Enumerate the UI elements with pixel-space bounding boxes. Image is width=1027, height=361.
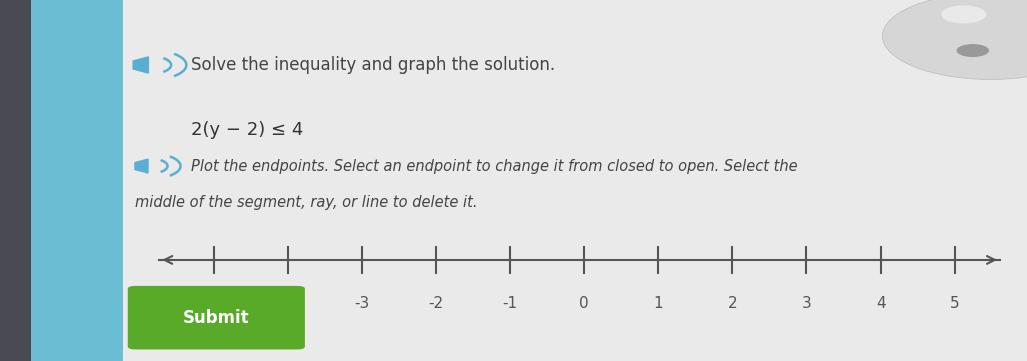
- Text: -3: -3: [354, 296, 370, 311]
- Text: 1: 1: [653, 296, 663, 311]
- Text: Solve the inequality and graph the solution.: Solve the inequality and graph the solut…: [191, 56, 556, 74]
- Polygon shape: [134, 57, 148, 73]
- Text: 2(y − 2) ≤ 4: 2(y − 2) ≤ 4: [191, 121, 303, 139]
- Text: -5: -5: [206, 296, 221, 311]
- Text: -2: -2: [428, 296, 444, 311]
- Text: middle of the segment, ray, or line to delete it.: middle of the segment, ray, or line to d…: [135, 195, 478, 210]
- Circle shape: [941, 5, 986, 23]
- FancyBboxPatch shape: [127, 286, 305, 349]
- Text: -4: -4: [280, 296, 296, 311]
- Circle shape: [882, 0, 1027, 79]
- Text: Plot the endpoints. Select an endpoint to change it from closed to open. Select : Plot the endpoints. Select an endpoint t…: [191, 158, 798, 174]
- Text: 0: 0: [579, 296, 588, 311]
- Text: 2: 2: [727, 296, 737, 311]
- Polygon shape: [135, 159, 148, 173]
- Text: 3: 3: [802, 296, 811, 311]
- Circle shape: [956, 44, 989, 57]
- Text: -1: -1: [502, 296, 518, 311]
- Text: Submit: Submit: [183, 309, 250, 327]
- Text: 4: 4: [876, 296, 885, 311]
- Text: 5: 5: [950, 296, 959, 311]
